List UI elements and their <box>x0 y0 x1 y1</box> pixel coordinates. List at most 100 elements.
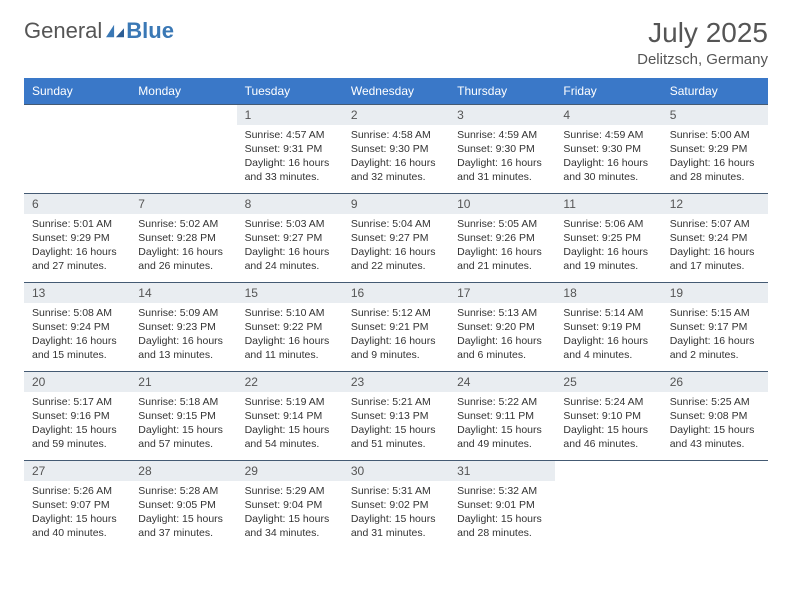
day-number: 10 <box>449 194 555 214</box>
day-details: Sunrise: 4:57 AMSunset: 9:31 PMDaylight:… <box>237 125 343 191</box>
daylight-text-2: and 24 minutes. <box>245 259 335 273</box>
weekday-header: Tuesday <box>237 78 343 105</box>
weekday-header: Thursday <box>449 78 555 105</box>
calendar-day-cell: 29Sunrise: 5:29 AMSunset: 9:04 PMDayligh… <box>237 460 343 549</box>
sunrise-text: Sunrise: 4:59 AM <box>563 128 653 142</box>
day-number: 13 <box>24 283 130 303</box>
day-details: Sunrise: 4:59 AMSunset: 9:30 PMDaylight:… <box>555 125 661 191</box>
daylight-text-2: and 46 minutes. <box>563 437 653 451</box>
daylight-text-2: and 4 minutes. <box>563 348 653 362</box>
day-number: 29 <box>237 461 343 481</box>
calendar-day-cell: 25Sunrise: 5:24 AMSunset: 9:10 PMDayligh… <box>555 371 661 460</box>
sunset-text: Sunset: 9:13 PM <box>351 409 441 423</box>
day-details: Sunrise: 5:08 AMSunset: 9:24 PMDaylight:… <box>24 303 130 369</box>
day-details: Sunrise: 5:21 AMSunset: 9:13 PMDaylight:… <box>343 392 449 458</box>
sunset-text: Sunset: 9:25 PM <box>563 231 653 245</box>
sunrise-text: Sunrise: 5:08 AM <box>32 306 122 320</box>
day-details: Sunrise: 5:25 AMSunset: 9:08 PMDaylight:… <box>662 392 768 458</box>
sunrise-text: Sunrise: 5:06 AM <box>563 217 653 231</box>
day-details: Sunrise: 5:22 AMSunset: 9:11 PMDaylight:… <box>449 392 555 458</box>
sunrise-text: Sunrise: 4:59 AM <box>457 128 547 142</box>
sunrise-text: Sunrise: 5:03 AM <box>245 217 335 231</box>
daylight-text-1: Daylight: 16 hours <box>245 334 335 348</box>
day-number: 31 <box>449 461 555 481</box>
daylight-text-1: Daylight: 16 hours <box>457 245 547 259</box>
daylight-text-1: Daylight: 15 hours <box>351 512 441 526</box>
day-details: Sunrise: 5:31 AMSunset: 9:02 PMDaylight:… <box>343 481 449 547</box>
calendar-day-cell: 12Sunrise: 5:07 AMSunset: 9:24 PMDayligh… <box>662 193 768 282</box>
sunset-text: Sunset: 9:01 PM <box>457 498 547 512</box>
sunset-text: Sunset: 9:27 PM <box>351 231 441 245</box>
title-block: July 2025 Delitzsch, Germany <box>637 18 768 68</box>
daylight-text-1: Daylight: 15 hours <box>32 512 122 526</box>
calendar-day-cell: 4Sunrise: 4:59 AMSunset: 9:30 PMDaylight… <box>555 104 661 193</box>
calendar-week-row: 6Sunrise: 5:01 AMSunset: 9:29 PMDaylight… <box>24 193 768 282</box>
sunset-text: Sunset: 9:11 PM <box>457 409 547 423</box>
day-details: Sunrise: 5:19 AMSunset: 9:14 PMDaylight:… <box>237 392 343 458</box>
sunset-text: Sunset: 9:05 PM <box>138 498 228 512</box>
daylight-text-1: Daylight: 16 hours <box>138 334 228 348</box>
day-details: Sunrise: 5:24 AMSunset: 9:10 PMDaylight:… <box>555 392 661 458</box>
day-number: 2 <box>343 105 449 125</box>
sunset-text: Sunset: 9:16 PM <box>32 409 122 423</box>
day-number: 30 <box>343 461 449 481</box>
daylight-text-1: Daylight: 15 hours <box>563 423 653 437</box>
location-label: Delitzsch, Germany <box>637 51 768 68</box>
calendar-day-cell: 13Sunrise: 5:08 AMSunset: 9:24 PMDayligh… <box>24 282 130 371</box>
sunset-text: Sunset: 9:10 PM <box>563 409 653 423</box>
daylight-text-2: and 19 minutes. <box>563 259 653 273</box>
day-number: 23 <box>343 372 449 392</box>
sunrise-text: Sunrise: 5:13 AM <box>457 306 547 320</box>
day-details: Sunrise: 5:05 AMSunset: 9:26 PMDaylight:… <box>449 214 555 280</box>
day-number: 25 <box>555 372 661 392</box>
daylight-text-2: and 22 minutes. <box>351 259 441 273</box>
daylight-text-2: and 49 minutes. <box>457 437 547 451</box>
sunset-text: Sunset: 9:19 PM <box>563 320 653 334</box>
daylight-text-1: Daylight: 16 hours <box>245 245 335 259</box>
daylight-text-2: and 15 minutes. <box>32 348 122 362</box>
calendar-day-cell: 21Sunrise: 5:18 AMSunset: 9:15 PMDayligh… <box>130 371 236 460</box>
sunset-text: Sunset: 9:21 PM <box>351 320 441 334</box>
day-details: Sunrise: 4:59 AMSunset: 9:30 PMDaylight:… <box>449 125 555 191</box>
calendar-day-cell: 22Sunrise: 5:19 AMSunset: 9:14 PMDayligh… <box>237 371 343 460</box>
day-details: Sunrise: 4:58 AMSunset: 9:30 PMDaylight:… <box>343 125 449 191</box>
day-details: Sunrise: 5:14 AMSunset: 9:19 PMDaylight:… <box>555 303 661 369</box>
calendar-day-cell: 20Sunrise: 5:17 AMSunset: 9:16 PMDayligh… <box>24 371 130 460</box>
daylight-text-2: and 43 minutes. <box>670 437 760 451</box>
calendar-empty-cell <box>24 104 130 193</box>
day-number: 16 <box>343 283 449 303</box>
daylight-text-1: Daylight: 15 hours <box>457 423 547 437</box>
calendar-day-cell: 8Sunrise: 5:03 AMSunset: 9:27 PMDaylight… <box>237 193 343 282</box>
daylight-text-1: Daylight: 16 hours <box>32 334 122 348</box>
sunset-text: Sunset: 9:31 PM <box>245 142 335 156</box>
sunrise-text: Sunrise: 5:04 AM <box>351 217 441 231</box>
daylight-text-1: Daylight: 16 hours <box>670 245 760 259</box>
sunrise-text: Sunrise: 5:31 AM <box>351 484 441 498</box>
day-details: Sunrise: 5:29 AMSunset: 9:04 PMDaylight:… <box>237 481 343 547</box>
day-details: Sunrise: 5:09 AMSunset: 9:23 PMDaylight:… <box>130 303 236 369</box>
day-details: Sunrise: 5:26 AMSunset: 9:07 PMDaylight:… <box>24 481 130 547</box>
sunrise-text: Sunrise: 5:07 AM <box>670 217 760 231</box>
daylight-text-1: Daylight: 16 hours <box>457 156 547 170</box>
calendar-day-cell: 7Sunrise: 5:02 AMSunset: 9:28 PMDaylight… <box>130 193 236 282</box>
daylight-text-1: Daylight: 16 hours <box>563 334 653 348</box>
weekday-header: Wednesday <box>343 78 449 105</box>
sunrise-text: Sunrise: 5:09 AM <box>138 306 228 320</box>
daylight-text-1: Daylight: 16 hours <box>670 334 760 348</box>
day-number: 1 <box>237 105 343 125</box>
calendar-week-row: 27Sunrise: 5:26 AMSunset: 9:07 PMDayligh… <box>24 460 768 549</box>
sunrise-text: Sunrise: 5:01 AM <box>32 217 122 231</box>
sunrise-text: Sunrise: 5:28 AM <box>138 484 228 498</box>
daylight-text-1: Daylight: 16 hours <box>563 245 653 259</box>
calendar-day-cell: 9Sunrise: 5:04 AMSunset: 9:27 PMDaylight… <box>343 193 449 282</box>
calendar-day-cell: 3Sunrise: 4:59 AMSunset: 9:30 PMDaylight… <box>449 104 555 193</box>
weekday-header: Sunday <box>24 78 130 105</box>
daylight-text-2: and 40 minutes. <box>32 526 122 540</box>
day-details: Sunrise: 5:12 AMSunset: 9:21 PMDaylight:… <box>343 303 449 369</box>
daylight-text-1: Daylight: 16 hours <box>563 156 653 170</box>
daylight-text-1: Daylight: 15 hours <box>670 423 760 437</box>
calendar-day-cell: 18Sunrise: 5:14 AMSunset: 9:19 PMDayligh… <box>555 282 661 371</box>
daylight-text-2: and 51 minutes. <box>351 437 441 451</box>
day-number: 15 <box>237 283 343 303</box>
day-number: 22 <box>237 372 343 392</box>
